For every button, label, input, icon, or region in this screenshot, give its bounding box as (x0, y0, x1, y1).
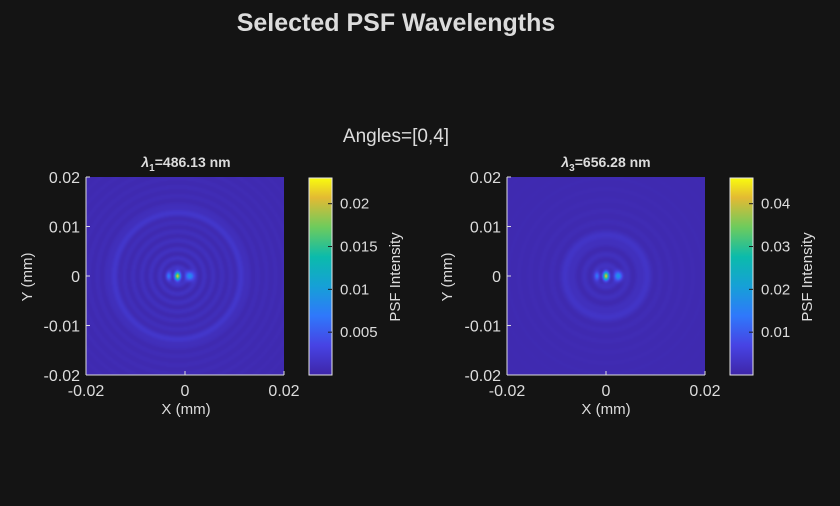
panel-2-x-tick-label: -0.02 (489, 383, 526, 400)
panel-2-xlabel: X (mm) (581, 401, 630, 418)
panel-1-x-tick-label: 0.02 (268, 383, 299, 400)
panel-2-title-value: =656.28 nm (575, 154, 651, 170)
panel-1-colorbar-tick-label: 0.01 (340, 281, 369, 298)
panel-1-title-symbol: λ (140, 154, 149, 170)
panel-1-colorbar-tick-label: 0.02 (340, 196, 369, 213)
panel-1-y-tick-label: 0.01 (49, 220, 80, 237)
panel-2-axes: -0.02 0 0.02 0.02 0.01 0 -0.01 -0.02 (465, 170, 721, 400)
figure-subtitle: Angles=[0,4] (343, 126, 449, 147)
panel-2-title-subscript: 3 (569, 163, 575, 174)
psf-panel-1: λ1=486.13 nm -0.02 0 0.020.020.010-0.01-0.… (19, 154, 404, 418)
panel-1-heatmap (86, 177, 284, 375)
panel-1-colorbar-ticks: 0.02 0.015 0.01 0.005 (328, 196, 378, 341)
panel-2-colorbar-tick-label: 0.03 (761, 239, 790, 256)
panel-1-title-value: =486.13 nm (155, 154, 231, 170)
panel-1-x-tick-label: -0.02 (68, 383, 105, 400)
panel-1-x-tick-label: 0 (181, 383, 190, 400)
panel-2-x-tick-label: 0 (602, 383, 611, 400)
panel-2-y-tick-label: -0.01 (465, 319, 502, 336)
panel-2-x-tick-label: 0.02 (689, 383, 720, 400)
panel-1-xlabel: X (mm) (161, 401, 210, 418)
panel-2-ylabel: Y (mm) (439, 253, 456, 302)
panel-2-colorbar-label: PSF Intensity (799, 232, 816, 322)
panel-1-colorbar-tick-label: 0.015 (340, 239, 378, 256)
panel-1-title-subscript: 1 (149, 163, 155, 174)
panel-2-colorbar (729, 177, 754, 376)
panel-1-title: λ1=486.13 nm (140, 154, 230, 174)
panel-1-y-tick-label: -0.01 (44, 319, 81, 336)
psf-panel-2: λ3=656.28 nm -0.02 0 0.020.020.010-0.01-0.… (439, 154, 816, 418)
panel-1-y-tick-label: 0 (71, 269, 80, 286)
panel-2-colorbar-ticks: 0.04 0.03 0.02 0.01 (749, 196, 790, 341)
panel-2-y-tick-label: 0.01 (470, 220, 501, 237)
panel-2-y-tick-label: 0.02 (470, 170, 501, 187)
panel-1-ylabel: Y (mm) (19, 253, 36, 302)
panel-1-colorbar-tick-label: 0.005 (340, 324, 378, 341)
panel-2-y-tick-label: 0 (492, 269, 501, 286)
figure-title: Selected PSF Wavelengths (237, 9, 556, 37)
panel-1-y-tick-label: 0.02 (49, 170, 80, 187)
panel-2-heatmap (507, 177, 705, 375)
panel-2-title: λ3=656.28 nm (560, 154, 650, 174)
panel-1-colorbar-label: PSF Intensity (387, 232, 404, 322)
panel-1-axes: -0.02 0 0.02 0.02 0.01 0 -0.01 -0.02 (44, 170, 300, 400)
panel-1-colorbar (308, 177, 333, 376)
panel-1-y-tick-label: -0.02 (44, 368, 81, 385)
panel-2-colorbar-tick-label: 0.01 (761, 324, 790, 341)
panel-2-colorbar-tick-label: 0.04 (761, 196, 790, 213)
panel-2-title-symbol: λ (560, 154, 569, 170)
panel-2-colorbar-tick-label: 0.02 (761, 281, 790, 298)
panel-2-y-tick-label: -0.02 (465, 368, 502, 385)
